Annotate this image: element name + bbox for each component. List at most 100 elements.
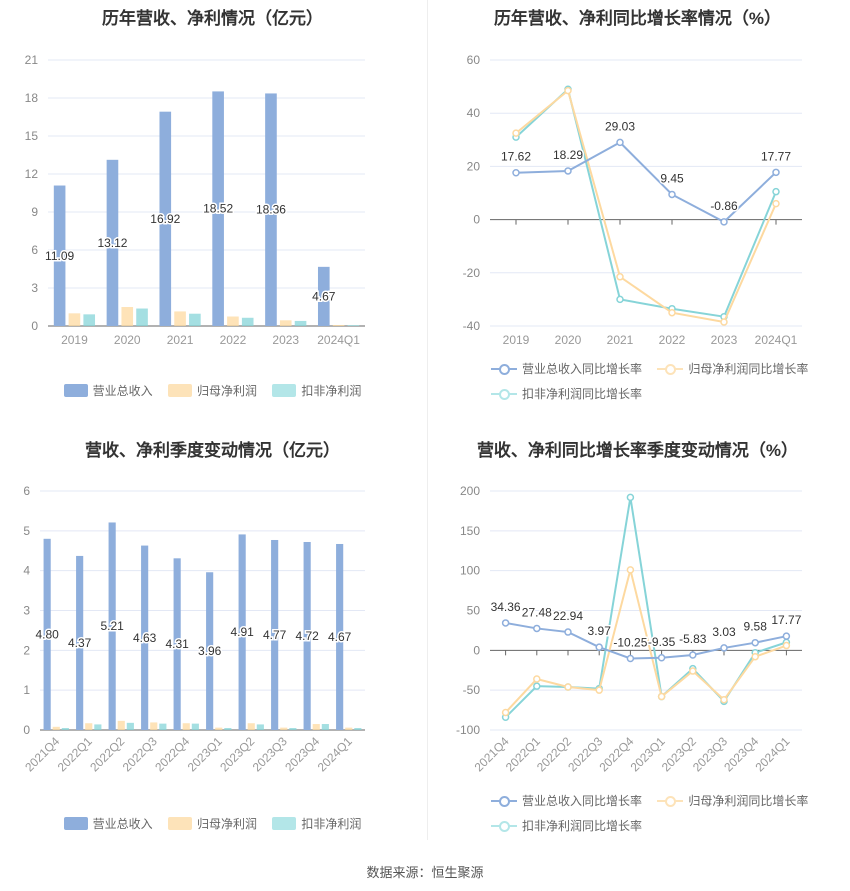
quarterly-growth-panel: 营收、净利同比增长率季度变动情况（%） -100 -50 0 50 100 150 200 2… [425, 430, 850, 860]
legend-item-revenue-growth[interactable]: 营业总收入同比增长率 [491, 792, 642, 809]
bar-revenue [212, 91, 224, 326]
data-label: 18.52 [203, 202, 233, 216]
bar-net-profit [345, 727, 353, 730]
data-point [564, 167, 572, 175]
data-point [772, 168, 780, 177]
data-label: 4.67 [312, 289, 336, 303]
bar-deducted-profit [294, 320, 307, 326]
line-series-1 [504, 569, 787, 714]
data-label: -10.25 [613, 635, 647, 649]
bar-net-profit [117, 720, 125, 730]
bar-deducted-profit [136, 308, 148, 326]
annual-revenue-profit-panel: 历年营收、净利情况（亿元） 0 3 6 9 12 15 18 21 2019 2020 2021 20… [0, 0, 425, 430]
y-tick-label: 0 [473, 643, 480, 657]
x-tick-label: 2022Q1 [55, 734, 95, 774]
bar-revenue [108, 522, 116, 730]
y-tick-label: 0 [31, 319, 38, 333]
panel-divider [427, 0, 428, 840]
y-tick-label: 2 [23, 643, 30, 657]
bar-net-profit [332, 324, 345, 326]
x-tick-label: 2023Q2 [217, 734, 257, 774]
bar-revenue [206, 572, 214, 730]
legend-item-deducted[interactable]: 扣非净利润 [272, 815, 361, 832]
data-point [772, 187, 780, 196]
legend: 营业总收入 归母净利润 扣非净利润 [0, 382, 425, 407]
data-label: 17.62 [501, 150, 531, 164]
legend-label: 归母净利润同比增长率 [688, 362, 809, 376]
y-tick-label: 40 [467, 106, 481, 120]
x-tick-label: 2021 [607, 333, 634, 347]
data-point [512, 168, 520, 177]
bar-deducted-profit [224, 728, 232, 730]
data-point [616, 138, 624, 147]
data-label: 4.31 [165, 637, 189, 651]
data-point [668, 190, 676, 199]
y-tick-label: 50 [467, 604, 481, 618]
data-label: 34.36 [491, 600, 521, 614]
y-tick-label: 150 [460, 524, 480, 538]
bar-revenue [141, 545, 149, 730]
legend-label: 扣非净利润同比增长率 [522, 387, 643, 401]
y-tick-label: 3 [31, 281, 38, 295]
bar-deducted-profit [61, 728, 69, 730]
legend-item-deducted-growth[interactable]: 扣非净利润同比增长率 [491, 817, 642, 834]
y-tick-label: -40 [463, 319, 481, 333]
legend-item-deducted-growth[interactable]: 扣非净利润同比增长率 [491, 385, 642, 402]
data-label: 9.58 [744, 620, 768, 634]
bar-revenue [43, 538, 51, 730]
data-point [782, 632, 791, 640]
bar-revenue [317, 266, 330, 326]
data-point [657, 692, 666, 701]
bar-deducted-profit [126, 722, 134, 730]
bar-deducted-profit [189, 313, 201, 326]
x-tick-label: 2023Q3 [250, 734, 290, 774]
data-point [595, 643, 603, 651]
bar-revenue [238, 534, 246, 730]
y-tick-label: 6 [31, 243, 38, 257]
y-tick-label: 100 [460, 564, 480, 578]
bar-revenue [53, 185, 66, 326]
x-tick-label: 2021 [167, 333, 194, 347]
data-label: 17.77 [761, 149, 791, 163]
y-tick-label: 5 [23, 524, 30, 538]
legend-item-revenue[interactable]: 营业总收入 [63, 382, 153, 399]
data-point [720, 318, 728, 326]
data-label: 17.77 [771, 613, 801, 627]
data-point [501, 708, 510, 717]
data-label: 22.94 [553, 609, 583, 623]
data-point [512, 129, 520, 137]
data-point [657, 654, 666, 662]
bar-net-profit [68, 313, 81, 326]
y-tick-label: -50 [463, 683, 481, 697]
bar-net-profit [52, 726, 60, 730]
legend-item-net-growth[interactable]: 归母净利润同比增长率 [657, 792, 808, 809]
line-series-0 [505, 621, 787, 660]
bar-net-profit [215, 727, 223, 730]
legend-item-revenue[interactable]: 营业总收入 [63, 815, 153, 832]
bar-deducted-profit [256, 724, 264, 730]
legend-item-net[interactable]: 归母净利润 [167, 815, 257, 832]
data-label: 18.29 [553, 148, 583, 162]
bar-revenue [173, 558, 181, 730]
bar-revenue [265, 93, 277, 326]
data-label: -9.35 [648, 635, 676, 649]
x-tick-label: 2023 [272, 333, 299, 347]
data-point [626, 566, 635, 574]
legend-item-revenue-growth[interactable]: 营业总收入同比增长率 [491, 360, 642, 377]
data-label: 13.12 [97, 236, 127, 250]
data-label: 4.77 [263, 628, 287, 642]
legend-item-deducted[interactable]: 扣非净利润 [272, 382, 361, 399]
y-tick-label: 9 [31, 205, 38, 219]
data-label: 3.96 [198, 644, 222, 658]
data-label: 3.97 [588, 624, 612, 638]
line-series-0 [515, 141, 777, 224]
bar-net-profit [312, 724, 320, 730]
data-label: 27.48 [522, 605, 552, 619]
data-point [533, 675, 541, 683]
data-label: -0.86 [710, 199, 738, 213]
data-point [751, 638, 759, 647]
legend-item-net[interactable]: 归母净利润 [167, 382, 257, 399]
legend-item-net-growth[interactable]: 归母净利润同比增长率 [657, 360, 808, 377]
x-tick-label: 2024Q1 [755, 333, 798, 347]
chart-title: 历年营收、净利同比增长率情况（%） [493, 9, 782, 28]
